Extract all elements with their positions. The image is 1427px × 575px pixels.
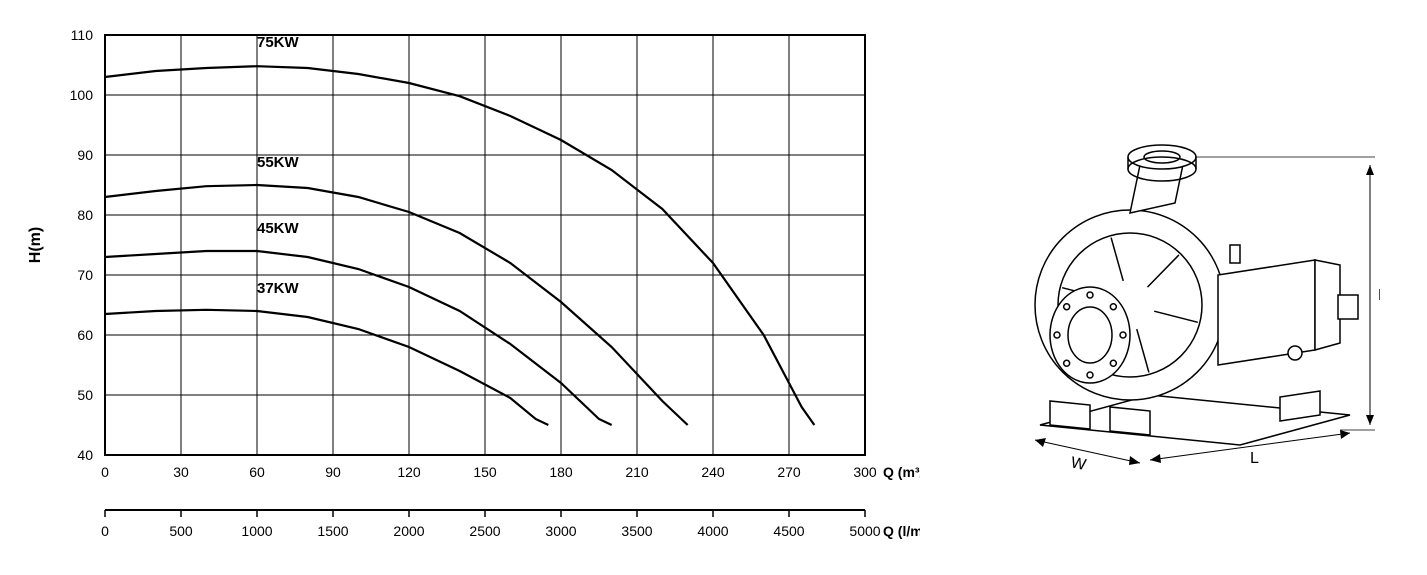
svg-text:50: 50 xyxy=(77,387,93,403)
svg-text:30: 30 xyxy=(173,464,189,480)
svg-text:270: 270 xyxy=(777,464,801,480)
svg-text:90: 90 xyxy=(77,147,93,163)
svg-text:5000: 5000 xyxy=(849,523,880,539)
svg-text:H(m): H(m) xyxy=(27,227,44,263)
svg-text:2500: 2500 xyxy=(469,523,500,539)
svg-text:300: 300 xyxy=(853,464,877,480)
svg-text:110: 110 xyxy=(71,27,94,43)
svg-text:80: 80 xyxy=(77,207,93,223)
svg-text:500: 500 xyxy=(169,523,193,539)
svg-text:45KW: 45KW xyxy=(257,220,300,237)
svg-text:55KW: 55KW xyxy=(257,154,300,171)
svg-text:60: 60 xyxy=(249,464,265,480)
svg-text:2000: 2000 xyxy=(393,523,424,539)
svg-text:0: 0 xyxy=(101,464,109,480)
svg-text:90: 90 xyxy=(325,464,341,480)
svg-text:1000: 1000 xyxy=(241,523,272,539)
pump-curve-chart: 40 50 60 70 80 90 100 110 H(m) 0 30 60 90 120 150 180 21… xyxy=(20,20,920,555)
svg-text:4500: 4500 xyxy=(773,523,804,539)
svg-text:3000: 3000 xyxy=(545,523,576,539)
svg-text:180: 180 xyxy=(549,464,573,480)
svg-text:Q (m³/h): Q (m³/h) xyxy=(883,464,920,480)
svg-text:1500: 1500 xyxy=(317,523,348,539)
svg-text:40: 40 xyxy=(77,447,93,463)
svg-text:150: 150 xyxy=(473,464,497,480)
svg-text:Q (l/min): Q (l/min) xyxy=(883,523,920,539)
svg-text:210: 210 xyxy=(625,464,649,480)
svg-text:0: 0 xyxy=(101,523,109,539)
svg-text:100: 100 xyxy=(70,87,94,103)
svg-text:3500: 3500 xyxy=(621,523,652,539)
svg-text:60: 60 xyxy=(77,327,93,343)
svg-text:37KW: 37KW xyxy=(257,280,300,297)
svg-text:70: 70 xyxy=(77,267,93,283)
svg-text:4000: 4000 xyxy=(697,523,728,539)
pump-dimension-diagram: H L W xyxy=(980,85,1380,490)
svg-text:L: L xyxy=(1250,450,1259,467)
svg-text:75KW: 75KW xyxy=(257,34,300,51)
svg-text:240: 240 xyxy=(701,464,725,480)
svg-text:120: 120 xyxy=(397,464,421,480)
svg-text:H: H xyxy=(1378,287,1380,304)
svg-text:W: W xyxy=(1069,454,1088,474)
